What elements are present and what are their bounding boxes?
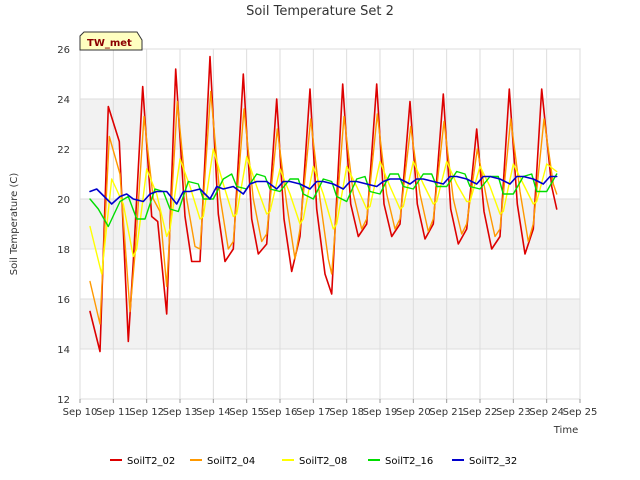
- series-lines: [89, 55, 558, 353]
- x-axis-label: Time: [553, 425, 578, 436]
- x-tick-label: Sep 14: [196, 407, 231, 418]
- y-tick-label: 18: [57, 245, 70, 256]
- x-tick-label: Sep 13: [163, 407, 198, 418]
- x-tick-label: Sep 25: [563, 407, 598, 418]
- y-tick-label: 20: [57, 195, 70, 206]
- x-tick-label: Sep 12: [129, 407, 164, 418]
- y-tick-label: 12: [57, 395, 70, 406]
- y-tick-label: 16: [57, 295, 70, 306]
- x-tick-label: Sep 17: [296, 407, 331, 418]
- station-badge: TW_met: [79, 31, 143, 51]
- x-tick-label: Sep 19: [363, 407, 398, 418]
- x-tick-label: Sep 21: [429, 407, 464, 418]
- legend-label: SoilT2_32: [469, 456, 517, 467]
- y-tick-label: 22: [57, 145, 70, 156]
- x-tick-label: Sep 15: [229, 407, 264, 418]
- grid-band: [80, 299, 580, 349]
- badge-label: TW_met: [87, 38, 132, 49]
- x-tick-label: Sep 23: [496, 407, 531, 418]
- series-line-soilt2_32: [89, 175, 558, 205]
- badge-shape: [79, 31, 143, 51]
- x-tick-label: Sep 16: [263, 407, 298, 418]
- x-tick-label: Sep 18: [329, 407, 364, 418]
- chart-title: Soil Temperature Set 2: [246, 4, 394, 19]
- x-tick-label: Sep 11: [96, 407, 131, 418]
- legend-label: SoilT2_16: [385, 456, 433, 467]
- series-line-soilt2_16: [89, 170, 558, 228]
- x-tick-label: Sep 20: [396, 407, 431, 418]
- grid-band: [80, 99, 580, 149]
- x-tick-label: Sep 22: [463, 407, 498, 418]
- x-tick-label: Sep 24: [529, 407, 564, 418]
- y-axis-ticks: 12 14 16 18 20 22 24 26: [57, 45, 70, 406]
- x-tick-label: Sep 10: [63, 407, 98, 418]
- gridlines: [79, 48, 581, 400]
- y-axis-label: Soil Temperature (C): [9, 173, 20, 276]
- legend: SoilT2_02 SoilT2_04 SoilT2_08 SoilT2_16 Soil…: [110, 456, 517, 467]
- legend-label: SoilT2_08: [299, 456, 347, 467]
- legend-label: SoilT2_04: [207, 456, 255, 467]
- y-tick-label: 14: [57, 345, 70, 356]
- y-tick-label: 26: [57, 45, 70, 56]
- background-bands: [80, 99, 580, 349]
- y-tick-label: 24: [57, 95, 70, 106]
- series-line-soilt2_08: [89, 148, 558, 275]
- legend-label: SoilT2_02: [127, 456, 175, 467]
